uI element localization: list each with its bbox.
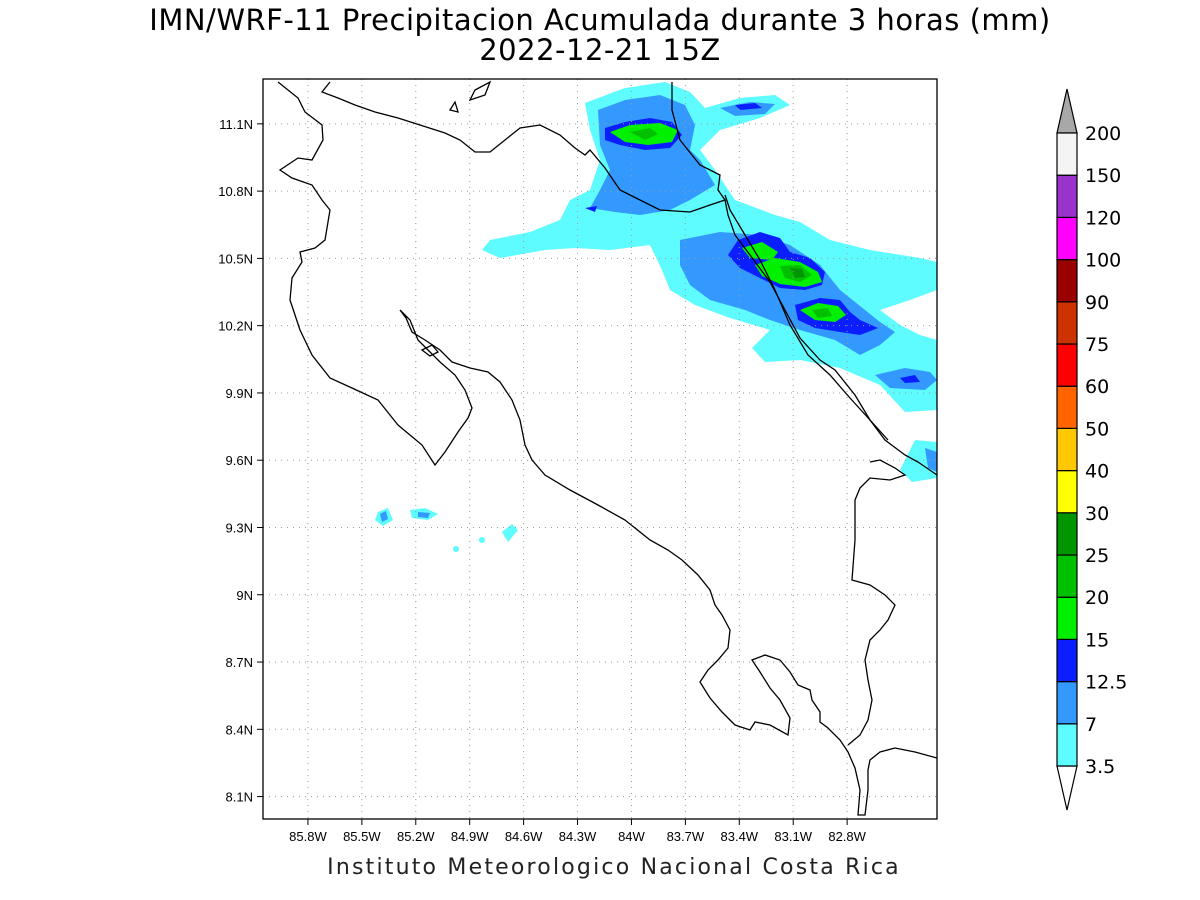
institution-footer: Instituto Meteorologico Nacional Costa R… xyxy=(327,855,901,880)
x-tick-label: 83.1W xyxy=(774,829,812,844)
precip-area xyxy=(925,448,937,472)
colorbar-segment xyxy=(1056,638,1078,683)
colorbar-segment xyxy=(1056,470,1078,514)
y-tick-label: 9.6N xyxy=(226,453,253,468)
y-tick-label: 8.7N xyxy=(226,655,253,670)
border-panama xyxy=(847,459,907,746)
colorbar-label: 100 xyxy=(1085,250,1121,272)
y-tick-label: 10.8N xyxy=(218,184,253,199)
x-tick-label: 84W xyxy=(618,829,645,844)
colorbar-segment xyxy=(1056,132,1078,176)
border-nicaragua xyxy=(671,82,726,201)
colorbar-label: 200 xyxy=(1085,123,1121,145)
precip-area xyxy=(585,206,597,212)
x-tick-label: 84.9W xyxy=(451,829,489,844)
precip-area xyxy=(900,375,920,383)
colorbar-over-arrow xyxy=(1056,88,1078,134)
y-tick-label: 8.1N xyxy=(226,790,253,805)
coastline-caribbean xyxy=(320,81,937,476)
colorbar-label: 3.5 xyxy=(1085,756,1115,778)
colorbar-segment xyxy=(1056,723,1078,767)
longitude-axis: 85.8W 85.5W 85.2W 84.9W 84.6W 84.3W 84W 83.7W 83… xyxy=(289,819,867,844)
y-tick-label: 8.4N xyxy=(226,722,253,737)
precip-area xyxy=(453,546,459,552)
border-costa-rica-panama xyxy=(724,194,889,441)
grid-lines xyxy=(263,79,937,819)
colorbar-label: 90 xyxy=(1085,292,1109,314)
y-tick-label: 11.1N xyxy=(219,117,253,132)
lake-fragment xyxy=(448,100,459,113)
x-tick-label: 84.3W xyxy=(559,829,597,844)
colorbar-label: 30 xyxy=(1085,503,1109,525)
x-tick-label: 85.8W xyxy=(289,829,327,844)
precip-area xyxy=(790,268,805,278)
colorbar-label: 15 xyxy=(1085,629,1109,651)
latitude-axis: 11.1N 10.8N 10.5N 10.2N 9.9N 9.6N 9.3N 9N 8.7N 8.… xyxy=(218,117,263,805)
x-tick-label: 85.2W xyxy=(397,829,435,844)
colorbar-segment xyxy=(1056,174,1078,218)
precipitation-field xyxy=(375,82,937,552)
colorbar-segment xyxy=(1056,301,1078,345)
precip-area xyxy=(735,103,762,110)
colorbar-label: 60 xyxy=(1085,376,1109,398)
colorbar-label: 40 xyxy=(1085,461,1109,483)
coastline-nicaragua xyxy=(277,81,937,816)
colorbar-segment xyxy=(1056,512,1078,556)
precip-area xyxy=(418,512,430,518)
y-tick-label: 9.3N xyxy=(226,520,253,535)
x-tick-label: 83.7W xyxy=(667,829,705,844)
x-tick-label: 84.6W xyxy=(505,829,543,844)
map-subtitle-datetime: 2022-12-21 15Z xyxy=(479,33,721,67)
colorbar-label: 50 xyxy=(1085,418,1109,440)
y-tick-label: 9N xyxy=(236,588,253,603)
colorbar-segment xyxy=(1056,385,1078,430)
precip-area xyxy=(479,537,485,543)
map-title: IMN/WRF-11 Precipitacion Acumulada duran… xyxy=(149,3,1051,37)
colorbar-segment xyxy=(1056,680,1078,725)
colorbar-segment xyxy=(1056,596,1078,641)
coastline-northeast xyxy=(468,80,492,102)
y-tick-label: 10.2N xyxy=(218,319,253,334)
precip-area xyxy=(380,511,388,522)
colorbar-label: 20 xyxy=(1085,587,1109,609)
y-tick-label: 10.5N xyxy=(218,251,253,266)
colorbar-label: 12.5 xyxy=(1085,672,1127,694)
precipitation-colorbar: 3.5 7 12.5 15 20 25 30 40 50 60 75 90 100 120 150 200 xyxy=(1056,88,1127,811)
map-frame xyxy=(262,78,938,820)
colorbar-segment xyxy=(1056,216,1078,261)
colorbar-segment xyxy=(1056,259,1078,303)
coastlines xyxy=(277,80,937,816)
colorbar-label: 25 xyxy=(1085,545,1109,567)
x-tick-label: 82.8W xyxy=(828,829,866,844)
x-tick-label: 83.4W xyxy=(721,829,759,844)
y-tick-label: 9.9N xyxy=(226,386,253,401)
colorbar-label: 120 xyxy=(1085,207,1121,229)
colorbar-segment xyxy=(1056,554,1078,598)
colorbar-label: 7 xyxy=(1085,714,1097,736)
colorbar-label: 75 xyxy=(1085,334,1109,356)
x-tick-label: 85.5W xyxy=(343,829,381,844)
colorbar-segment xyxy=(1056,343,1078,387)
colorbar-segment xyxy=(1056,427,1078,472)
precip-area xyxy=(630,128,658,140)
coastline-gulf-nicoya xyxy=(420,344,440,357)
precip-area xyxy=(502,524,518,542)
colorbar-label: 150 xyxy=(1085,165,1121,187)
precip-area xyxy=(812,308,832,318)
colorbar-under-arrow xyxy=(1056,765,1078,811)
